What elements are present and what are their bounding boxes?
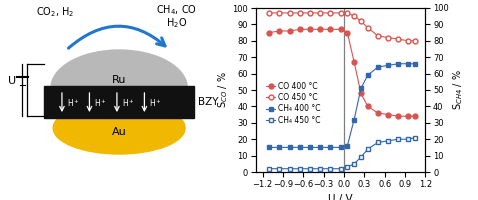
Bar	[44, 86, 194, 118]
Text: CH$_4$, CO: CH$_4$, CO	[156, 3, 197, 17]
Ellipse shape	[51, 50, 187, 126]
Text: H$^+$: H$^+$	[122, 97, 135, 109]
Text: Ru: Ru	[112, 75, 126, 85]
Text: H$^+$: H$^+$	[149, 97, 162, 109]
Y-axis label: S$_{CO}$ / %: S$_{CO}$ / %	[216, 72, 229, 108]
Text: BZY: BZY	[198, 97, 219, 107]
X-axis label: U / V: U / V	[328, 194, 353, 200]
Text: U: U	[9, 76, 17, 86]
Ellipse shape	[53, 102, 185, 154]
Text: H$_2$O: H$_2$O	[166, 16, 187, 30]
Text: Au: Au	[112, 127, 127, 137]
Text: H$^+$: H$^+$	[94, 97, 107, 109]
Y-axis label: S$_{CH4}$ / %: S$_{CH4}$ / %	[452, 70, 466, 110]
Legend: CO 400 °C, CO 450 °C, CH₄ 400 °C, CH₄ 450 °C: CO 400 °C, CO 450 °C, CH₄ 400 °C, CH₄ 45…	[263, 79, 324, 128]
Text: CO$_2$, H$_2$: CO$_2$, H$_2$	[36, 5, 75, 19]
Text: H$^+$: H$^+$	[67, 97, 80, 109]
